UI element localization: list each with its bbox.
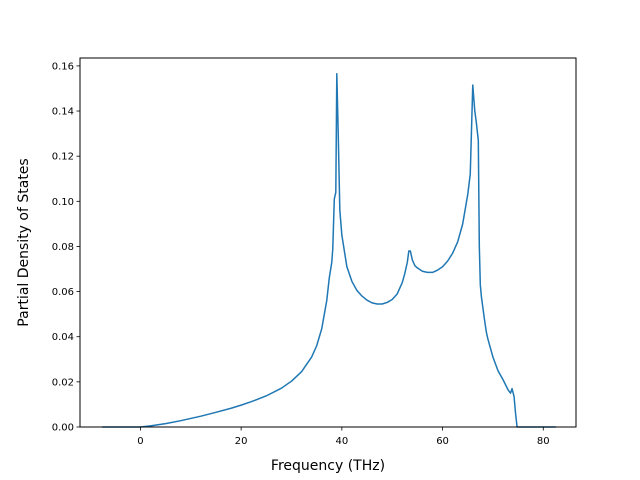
y-tick-label: 0.08 bbox=[52, 242, 74, 253]
plot-line-layer bbox=[102, 73, 556, 428]
x-axis: 0 20 40 60 80 bbox=[137, 427, 550, 447]
y-tick-label: 0.02 bbox=[52, 377, 74, 388]
y-axis-label: Partial Density of States bbox=[16, 158, 32, 326]
x-tick-label: 80 bbox=[537, 436, 550, 447]
series-line-0 bbox=[102, 73, 556, 428]
y-tick-label: 0.10 bbox=[52, 197, 74, 208]
y-tick-label: 0.04 bbox=[52, 332, 74, 343]
y-tick-label: 0.14 bbox=[52, 107, 74, 118]
y-tick-label: 0.12 bbox=[52, 152, 74, 163]
x-tick-label: 0 bbox=[137, 436, 143, 447]
x-tick-label: 20 bbox=[235, 436, 248, 447]
y-tick-label: 0.00 bbox=[52, 423, 74, 434]
plot-area-frame bbox=[79, 57, 577, 428]
y-axis: 0.00 0.02 0.04 0.06 0.08 0.10 0.12 0.14 0.16 bbox=[52, 61, 80, 434]
x-tick-label: 60 bbox=[436, 436, 449, 447]
y-tick-label: 0.16 bbox=[52, 61, 74, 72]
y-tick-label: 0.06 bbox=[52, 287, 74, 298]
x-tick-label: 40 bbox=[335, 436, 348, 447]
x-axis-label: Frequency (THz) bbox=[271, 458, 385, 474]
